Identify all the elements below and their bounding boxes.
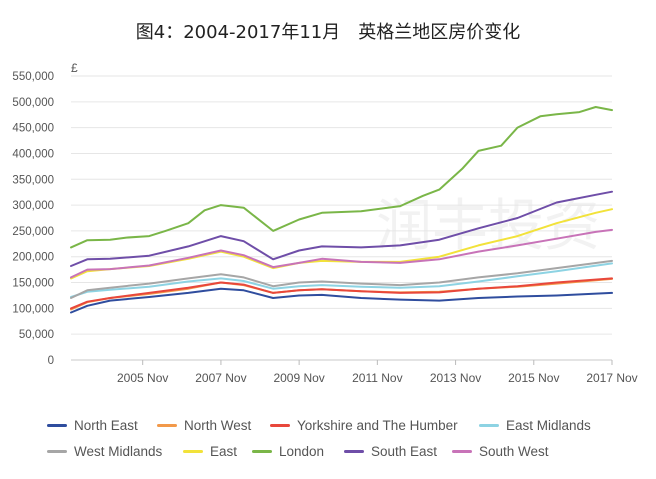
y-tick-label: 500,000 [12,97,54,109]
legend-item-west-midlands: West Midlands [47,444,162,459]
y-tick-label: 100,000 [12,303,54,315]
legend-item-east-midlands: East Midlands [479,418,591,433]
y-axis: 0 50,000 100,000 150,000 200,000 250,000 300,0… [12,71,54,367]
x-tick-label: 2007 Nov [195,371,246,385]
x-tick-label: 2011 Nov [352,371,402,385]
chart-title: 图4：2004-2017年11月 英格兰地区房价变化 [135,22,521,43]
series-line-north-east [70,287,613,314]
y-tick-label: 300,000 [12,200,54,212]
y-tick-label: 450,000 [12,123,54,135]
x-tick-label: 2009 Nov [273,371,324,385]
legend-item-south-east: South East [344,444,437,459]
y-tick-label: 550,000 [12,71,54,83]
y-tick-label: 400,000 [12,148,54,160]
series-line-east-midlands [70,262,613,298]
legend-item-london: London [252,444,324,459]
y-tick-label: 250,000 [12,226,54,238]
legend-item-yorkshire: Yorkshire and The Humber [270,418,458,433]
x-tick-label: 2013 Nov [430,371,481,385]
y-tick-label: 150,000 [12,278,54,290]
legend-item-north-east: North East [47,418,138,433]
legend-item-south-west: South West [452,444,549,459]
y-tick-label: 350,000 [12,174,54,186]
y-tick-label: 0 [48,355,54,367]
y-tick-label: 200,000 [12,252,54,264]
legend-item-north-west: North West [157,418,251,433]
legend-row: North East North West Yorkshire and The … [47,418,647,444]
x-tick-label: 2005 Nov [117,371,168,385]
grid-lines [71,75,612,361]
x-axis: 2005 Nov 2007 Nov 2009 Nov 2011 Nov 2013 Nov… [117,360,638,385]
series-line-south-east [70,190,613,267]
x-tick-label: 2015 Nov [508,371,559,385]
line-chart: 润丰投资 £ 050,000100,000150,000200,000250,0… [12,61,638,385]
series-line-south-west [70,228,613,279]
series-line-west-midlands [70,259,613,299]
series-line-london [70,106,613,249]
legend-item-east: East [183,444,237,459]
y-tick-label: 50,000 [19,329,54,341]
y-axis-unit: £ [71,61,78,75]
legend-row: West Midlands East London South East Sou… [47,444,647,470]
series-line-yorkshire-and-the-humber [70,277,613,310]
x-tick-label: 2017 Nov [586,371,637,385]
series-lines [70,106,613,314]
legend: North East North West Yorkshire and The … [47,418,647,470]
